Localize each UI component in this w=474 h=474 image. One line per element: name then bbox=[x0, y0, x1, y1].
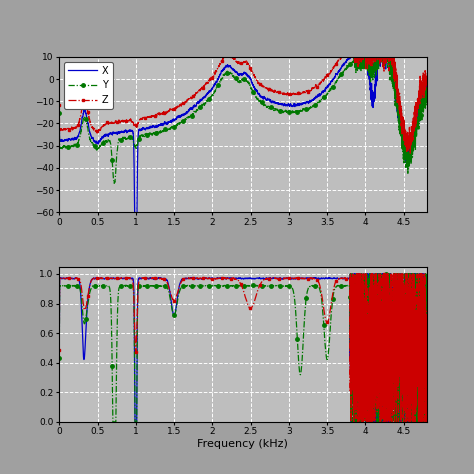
Y bbox=[197, 105, 202, 111]
Z bbox=[295, 276, 301, 282]
Line: Y: Y bbox=[57, 51, 428, 185]
Y bbox=[111, 181, 117, 186]
Y bbox=[424, 85, 429, 91]
Z bbox=[358, 51, 364, 57]
X bbox=[56, 107, 62, 113]
Y bbox=[277, 283, 283, 289]
Line: Z: Z bbox=[58, 51, 428, 155]
Legend: X, Y, Z: X, Y, Z bbox=[64, 62, 112, 109]
X bbox=[295, 276, 301, 282]
X bbox=[351, 50, 357, 55]
Z bbox=[123, 118, 129, 124]
Y bbox=[358, 313, 364, 319]
Y bbox=[330, 291, 336, 296]
X bbox=[295, 101, 301, 107]
Z bbox=[197, 87, 202, 93]
Y bbox=[330, 82, 336, 88]
Z bbox=[56, 347, 62, 353]
X bbox=[330, 275, 336, 281]
X bbox=[123, 128, 129, 134]
Line: Z: Z bbox=[58, 273, 428, 423]
Y bbox=[347, 271, 353, 277]
Z bbox=[341, 50, 347, 55]
X bbox=[330, 77, 336, 82]
Y bbox=[56, 355, 62, 360]
Line: Y: Y bbox=[57, 272, 428, 424]
Y bbox=[351, 50, 357, 55]
X bbox=[132, 220, 137, 226]
X-axis label: Frequency (kHz): Frequency (kHz) bbox=[198, 439, 288, 449]
X bbox=[197, 276, 202, 282]
Z bbox=[277, 90, 283, 96]
Y bbox=[358, 53, 364, 58]
Y bbox=[123, 283, 129, 288]
X bbox=[358, 289, 364, 294]
Z bbox=[295, 90, 301, 96]
Z bbox=[277, 275, 283, 281]
X bbox=[197, 99, 202, 105]
Z bbox=[56, 102, 62, 108]
Y bbox=[295, 109, 301, 115]
X bbox=[123, 275, 129, 281]
Y bbox=[197, 283, 202, 289]
Z bbox=[424, 306, 429, 311]
Z bbox=[347, 271, 353, 277]
Y bbox=[424, 271, 429, 277]
X bbox=[132, 419, 138, 425]
Z bbox=[358, 400, 364, 405]
Z bbox=[424, 73, 429, 79]
Z bbox=[407, 151, 413, 157]
Y bbox=[123, 136, 129, 142]
X bbox=[424, 74, 429, 80]
Line: X: X bbox=[59, 274, 427, 422]
Line: X: X bbox=[59, 53, 427, 223]
Z bbox=[123, 275, 129, 281]
X bbox=[277, 275, 283, 281]
Y bbox=[110, 419, 116, 425]
X bbox=[277, 101, 283, 107]
X bbox=[358, 50, 364, 55]
Z bbox=[348, 419, 354, 425]
Z bbox=[330, 65, 336, 71]
Y bbox=[295, 352, 301, 358]
X bbox=[56, 347, 62, 353]
X bbox=[347, 271, 353, 277]
Y bbox=[277, 108, 283, 113]
Z bbox=[330, 287, 336, 293]
Y bbox=[56, 110, 62, 116]
Z bbox=[197, 275, 202, 281]
X bbox=[424, 397, 429, 402]
